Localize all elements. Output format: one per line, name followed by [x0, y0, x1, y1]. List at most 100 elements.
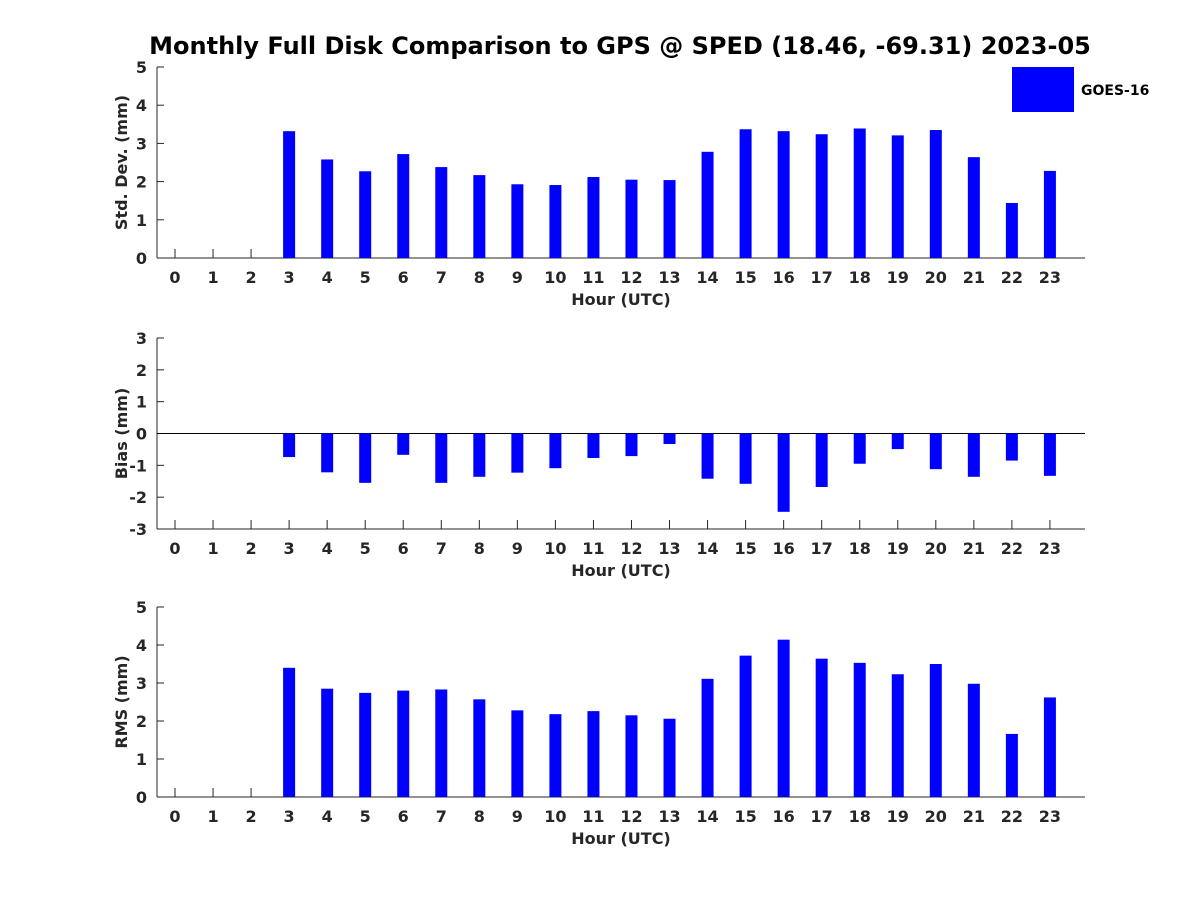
- bar-stddev-hour-17[interactable]: [815, 134, 828, 258]
- bar-bias-hour-16[interactable]: [777, 433, 790, 512]
- bar-rms-hour-18[interactable]: [853, 662, 866, 797]
- x-tick-label: 9: [512, 807, 523, 826]
- bar-rms-hour-13[interactable]: [663, 718, 676, 797]
- bar-rms-hour-15[interactable]: [739, 655, 752, 797]
- bar-stddev-hour-22[interactable]: [1005, 202, 1018, 258]
- y-tick-label: 0: [136, 788, 147, 807]
- bar-bias-hour-6[interactable]: [397, 433, 410, 455]
- bar-rms-hour-7[interactable]: [435, 689, 448, 797]
- x-tick-label: 18: [849, 539, 871, 558]
- bar-bias-hour-9[interactable]: [511, 433, 524, 473]
- bar-rms-hour-23[interactable]: [1043, 697, 1056, 797]
- x-tick-label: 1: [207, 539, 218, 558]
- bar-bias-hour-8[interactable]: [473, 433, 486, 477]
- x-tick-label: 5: [360, 268, 371, 287]
- bar-stddev-hour-7[interactable]: [435, 167, 448, 258]
- x-tick-label: 22: [1001, 539, 1023, 558]
- bar-bias-hour-12[interactable]: [625, 433, 638, 457]
- x-tick-label: 12: [620, 268, 642, 287]
- x-tick-label: 5: [360, 539, 371, 558]
- bar-bias-hour-18[interactable]: [853, 433, 866, 464]
- bar-rms-hour-22[interactable]: [1005, 733, 1018, 797]
- chart-title: Monthly Full Disk Comparison to GPS @ SP…: [149, 32, 1091, 60]
- bar-rms-hour-5[interactable]: [359, 692, 372, 797]
- bar-stddev-hour-19[interactable]: [891, 135, 904, 258]
- bar-stddev-hour-12[interactable]: [625, 179, 638, 258]
- x-tick-label: 6: [398, 268, 409, 287]
- bar-rms-hour-6[interactable]: [397, 690, 410, 797]
- bar-rms-hour-9[interactable]: [511, 710, 524, 797]
- y-tick-label: 1: [136, 211, 147, 230]
- bar-stddev-hour-3[interactable]: [283, 131, 296, 258]
- bar-stddev-hour-14[interactable]: [701, 151, 714, 258]
- bar-stddev-hour-8[interactable]: [473, 175, 486, 258]
- x-tick-label: 16: [773, 539, 795, 558]
- bar-bias-hour-21[interactable]: [967, 433, 980, 477]
- bar-bias-hour-3[interactable]: [283, 433, 296, 458]
- bar-bias-hour-5[interactable]: [359, 433, 372, 483]
- bar-bias-hour-15[interactable]: [739, 433, 752, 484]
- bar-bias-hour-13[interactable]: [663, 433, 676, 445]
- bar-bias-hour-10[interactable]: [549, 433, 562, 469]
- x-tick-label: 19: [887, 268, 909, 287]
- bar-stddev-hour-20[interactable]: [929, 130, 942, 258]
- bar-rms-hour-14[interactable]: [701, 678, 714, 797]
- y-tick-label: -2: [129, 488, 147, 507]
- bar-rms-hour-21[interactable]: [967, 683, 980, 797]
- bar-stddev-hour-5[interactable]: [359, 171, 372, 258]
- x-tick-label: 10: [544, 539, 566, 558]
- bar-rms-hour-17[interactable]: [815, 658, 828, 797]
- x-tick-label: 9: [512, 268, 523, 287]
- x-tick-label: 3: [284, 539, 295, 558]
- bar-stddev-hour-10[interactable]: [549, 185, 562, 258]
- bar-rms-hour-16[interactable]: [777, 639, 790, 797]
- bar-bias-hour-23[interactable]: [1043, 433, 1056, 476]
- x-tick-label: 20: [925, 807, 947, 826]
- bar-stddev-hour-15[interactable]: [739, 129, 752, 258]
- bar-stddev-hour-11[interactable]: [587, 177, 600, 258]
- legend[interactable]: GOES-16: [1012, 67, 1149, 112]
- bar-stddev-hour-6[interactable]: [397, 154, 410, 258]
- bar-bias-hour-11[interactable]: [587, 433, 600, 459]
- bar-stddev-hour-21[interactable]: [967, 157, 980, 258]
- bar-rms-hour-8[interactable]: [473, 699, 486, 797]
- bar-rms-hour-19[interactable]: [891, 674, 904, 797]
- bar-stddev-hour-9[interactable]: [511, 184, 524, 258]
- x-tick-label: 12: [620, 539, 642, 558]
- y-axis-label: RMS (mm): [112, 655, 131, 748]
- x-tick-label: 12: [620, 807, 642, 826]
- x-tick-label: 6: [398, 539, 409, 558]
- bar-rms-hour-12[interactable]: [625, 715, 638, 797]
- bar-rms-hour-4[interactable]: [321, 688, 334, 797]
- bar-bias-hour-17[interactable]: [815, 433, 828, 487]
- x-tick-label: 20: [925, 539, 947, 558]
- y-tick-label: 2: [136, 712, 147, 731]
- bar-stddev-hour-23[interactable]: [1043, 170, 1056, 258]
- x-tick-label: 3: [284, 268, 295, 287]
- bar-bias-hour-14[interactable]: [701, 433, 714, 479]
- y-tick-label: 0: [136, 249, 147, 268]
- x-tick-label: 2: [246, 539, 257, 558]
- x-tick-label: 23: [1039, 268, 1061, 287]
- x-tick-label: 10: [544, 268, 566, 287]
- bar-rms-hour-3[interactable]: [283, 667, 296, 797]
- bar-stddev-hour-4[interactable]: [321, 159, 334, 258]
- x-tick-label: 18: [849, 807, 871, 826]
- bar-stddev-hour-18[interactable]: [853, 128, 866, 258]
- bar-bias-hour-22[interactable]: [1005, 433, 1018, 461]
- bar-stddev-hour-16[interactable]: [777, 131, 790, 258]
- bar-bias-hour-20[interactable]: [929, 433, 942, 470]
- bar-rms-hour-20[interactable]: [929, 664, 942, 797]
- bar-rms-hour-10[interactable]: [549, 714, 562, 797]
- y-tick-label: -3: [129, 520, 147, 539]
- bar-bias-hour-7[interactable]: [435, 433, 448, 483]
- x-tick-label: 19: [887, 539, 909, 558]
- bar-bias-hour-19[interactable]: [891, 433, 904, 450]
- x-tick-label: 9: [512, 539, 523, 558]
- bar-rms-hour-11[interactable]: [587, 711, 600, 797]
- x-tick-label: 20: [925, 268, 947, 287]
- bar-stddev-hour-13[interactable]: [663, 180, 676, 258]
- x-tick-label: 15: [734, 268, 756, 287]
- bar-bias-hour-4[interactable]: [321, 433, 334, 473]
- x-tick-label: 8: [474, 539, 485, 558]
